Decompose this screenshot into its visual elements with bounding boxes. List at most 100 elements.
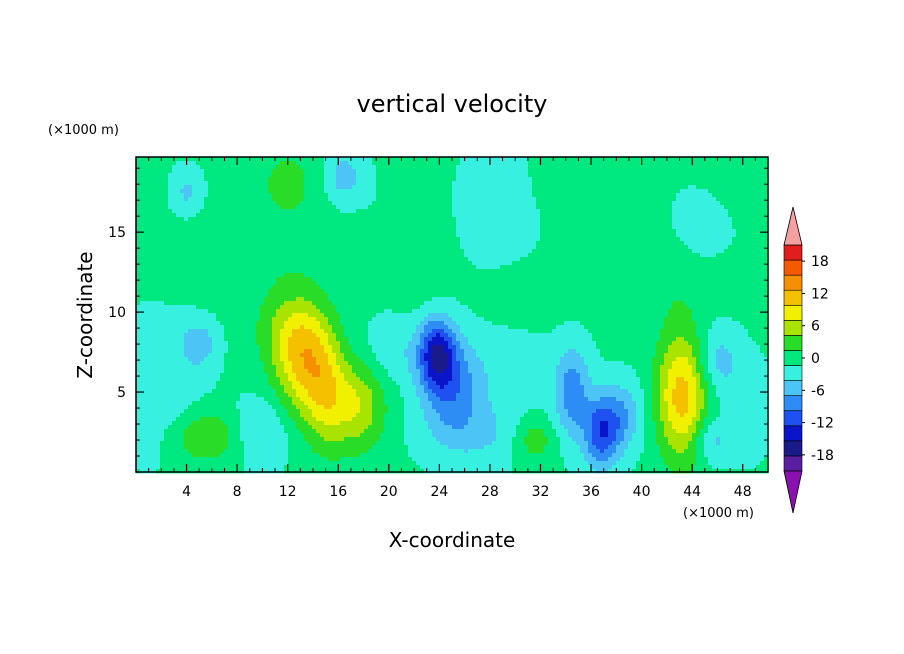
field-cell [544, 265, 549, 270]
field-cell [492, 269, 497, 274]
field-cell [764, 273, 769, 278]
field-cell [396, 209, 401, 214]
field-cell [656, 273, 661, 278]
field-cell [384, 213, 389, 218]
field-cell [660, 165, 665, 170]
field-cell [416, 229, 421, 234]
field-cell [300, 209, 305, 214]
field-cell [668, 233, 673, 238]
field-cell [764, 269, 769, 274]
field-cell [224, 225, 229, 230]
field-cell [528, 261, 533, 266]
field-cell [692, 201, 697, 206]
field-cell [152, 281, 157, 286]
field-cell [540, 157, 545, 162]
field-cell [396, 213, 401, 218]
field-cell [176, 213, 181, 218]
field-cell [316, 177, 321, 182]
field-cell [396, 237, 401, 242]
field-cell [612, 261, 617, 266]
field-cell [652, 265, 657, 270]
field-cell [212, 237, 217, 242]
field-cell [372, 277, 377, 282]
field-cell [760, 197, 765, 202]
field-cell [508, 265, 513, 270]
field-cell [380, 205, 385, 210]
field-cell [208, 157, 213, 162]
field-cell [696, 249, 701, 254]
field-cell [216, 277, 221, 282]
field-cell [388, 193, 393, 198]
field-cell [712, 161, 717, 166]
field-cell [720, 165, 725, 170]
field-cell [700, 245, 705, 250]
field-cell [544, 237, 549, 242]
field-cell [544, 249, 549, 254]
field-cell [468, 225, 473, 230]
field-cell [280, 185, 285, 190]
field-cell [260, 161, 265, 166]
field-cell [272, 181, 277, 186]
field-cell [628, 249, 633, 254]
field-cell [568, 229, 573, 234]
field-cell [584, 225, 589, 230]
field-cell [704, 157, 709, 162]
field-cell [500, 181, 505, 186]
field-cell [620, 213, 625, 218]
field-cell [432, 237, 437, 242]
field-cell [748, 245, 753, 250]
field-cell [416, 249, 421, 254]
field-cell [628, 237, 633, 242]
field-cell [280, 281, 285, 286]
field-cell [540, 197, 545, 202]
field-cell [484, 277, 489, 282]
field-cell [252, 193, 257, 198]
field-cell [288, 229, 293, 234]
field-cell [320, 265, 325, 270]
field-cell [764, 213, 769, 218]
field-cell [680, 265, 685, 270]
field-cell [500, 257, 505, 262]
field-cell [736, 169, 741, 174]
field-cell [276, 181, 281, 186]
field-cell [440, 277, 445, 282]
field-cell [420, 165, 425, 170]
field-cell [696, 193, 701, 198]
field-cell [428, 209, 433, 214]
field-cell [704, 253, 709, 258]
field-cell [400, 217, 405, 222]
field-cell [752, 269, 757, 274]
field-cell [560, 237, 565, 242]
field-cell [480, 241, 485, 246]
field-cell [556, 213, 561, 218]
field-cell [600, 237, 605, 242]
field-cell [420, 261, 425, 266]
field-cell [180, 193, 185, 198]
field-cell [500, 193, 505, 198]
field-cell [708, 225, 713, 230]
field-cell [200, 169, 205, 174]
field-cell [272, 157, 277, 162]
field-cell [216, 253, 221, 258]
field-cell [600, 181, 605, 186]
field-cell [564, 229, 569, 234]
field-cell [556, 221, 561, 226]
field-cell [136, 185, 141, 190]
field-cell [392, 209, 397, 214]
field-cell [500, 245, 505, 250]
field-cell [344, 233, 349, 238]
field-cell [576, 193, 581, 198]
field-cell [308, 217, 313, 222]
field-cell [736, 197, 741, 202]
field-cell [164, 261, 169, 266]
field-cell [564, 189, 569, 194]
field-cell [444, 237, 449, 242]
field-cell [512, 225, 517, 230]
field-cell [604, 237, 609, 242]
field-cell [188, 233, 193, 238]
field-cell [628, 257, 633, 262]
field-cell [168, 173, 173, 178]
field-cell [424, 189, 429, 194]
field-cell [372, 229, 377, 234]
field-cell [160, 269, 165, 274]
